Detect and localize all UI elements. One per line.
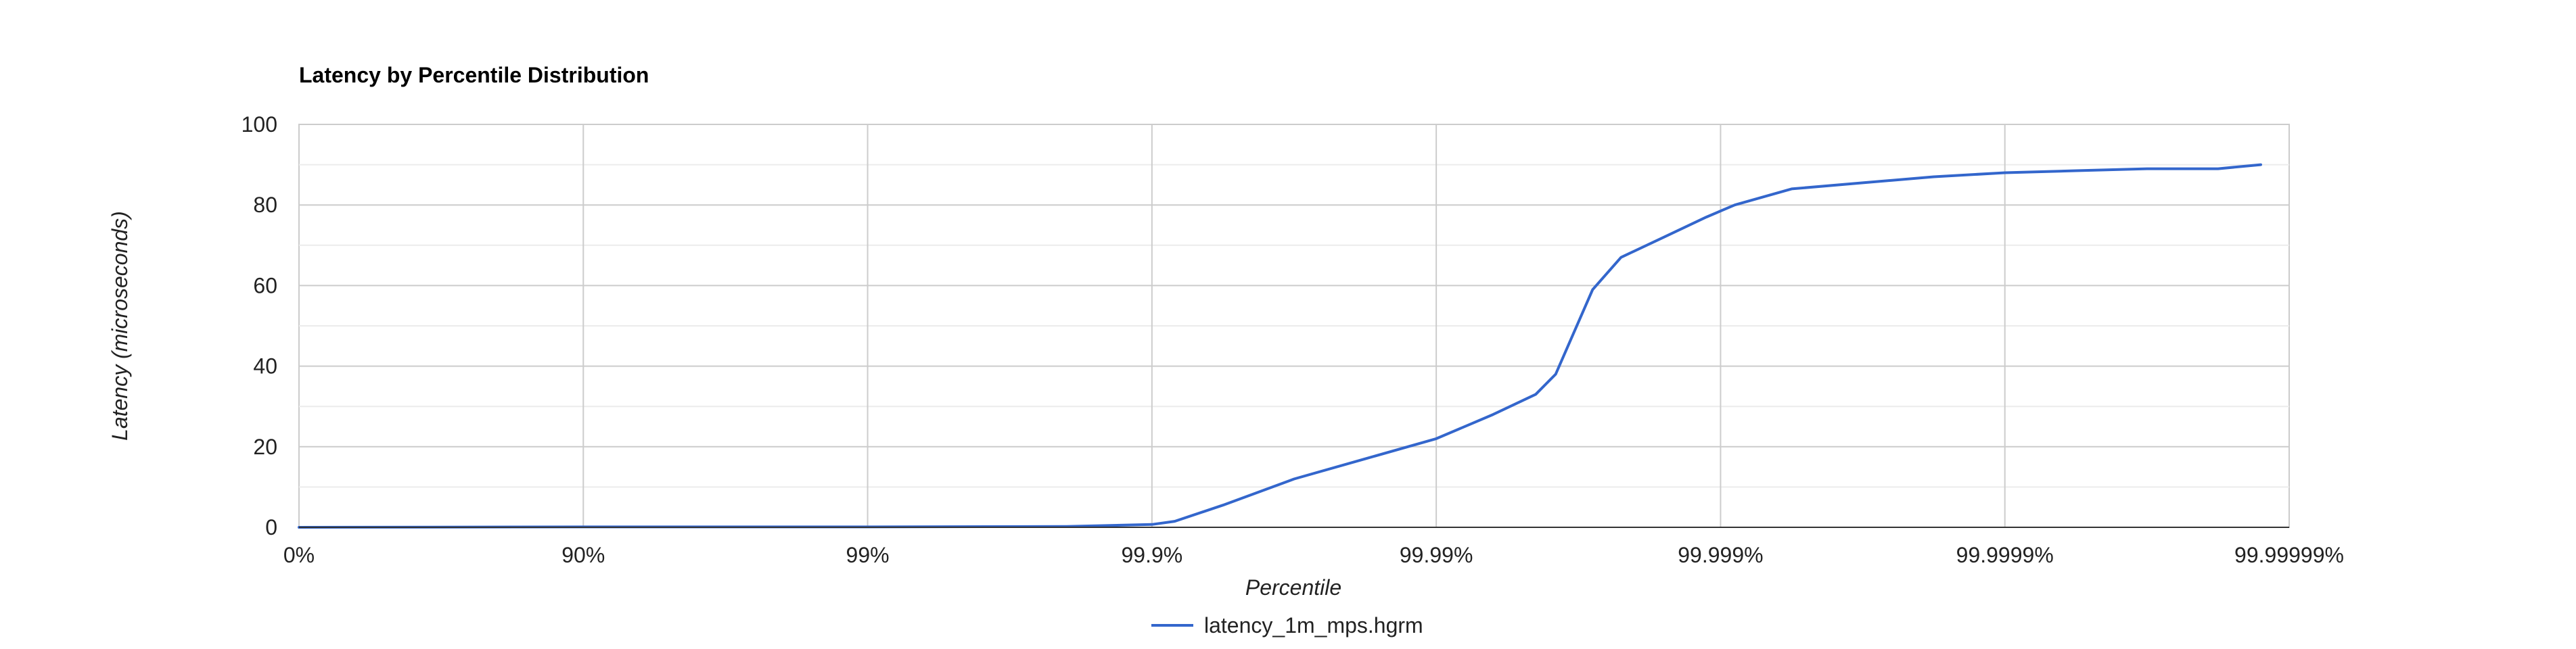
- y-tick-label: 0: [265, 515, 277, 539]
- y-tick-label: 80: [253, 193, 277, 217]
- x-tick-label: 99%: [846, 543, 890, 567]
- x-axis-tick-labels: 0% 90% 99% 99.9% 99.99% 99.999% 99.9999% 99.999…: [283, 543, 2344, 567]
- x-tick-label: 90%: [561, 543, 605, 567]
- x-tick-label: 99.99999%: [2234, 543, 2344, 567]
- y-tick-label: 100: [242, 112, 277, 137]
- y-axis-tick-labels: 0 20 40 60 80 100: [242, 112, 277, 539]
- x-tick-label: 99.999%: [1678, 543, 1763, 567]
- series-line-latency: [298, 163, 2262, 529]
- y-tick-label: 60: [253, 273, 277, 297]
- y-tick-label: 20: [253, 435, 277, 459]
- x-tick-label: 99.99%: [1400, 543, 1473, 567]
- y-tick-label: 40: [253, 354, 277, 379]
- legend[interactable]: latency_1m_mps.hgrm: [1151, 613, 1423, 638]
- major-gridlines: [299, 124, 2289, 527]
- minor-gridlines: [299, 164, 2289, 488]
- x-tick-label: 0%: [283, 543, 315, 567]
- x-tick-label: 99.9999%: [1956, 543, 2054, 567]
- series-layer: [298, 163, 2262, 529]
- x-tick-label: 99.9%: [1121, 543, 1182, 567]
- chart-title: Latency by Percentile Distribution: [299, 63, 649, 87]
- x-axis-label: Percentile: [1245, 575, 1341, 600]
- legend-label-latency: latency_1m_mps.hgrm: [1204, 613, 1423, 638]
- y-axis-label: Latency (microseconds): [108, 211, 132, 441]
